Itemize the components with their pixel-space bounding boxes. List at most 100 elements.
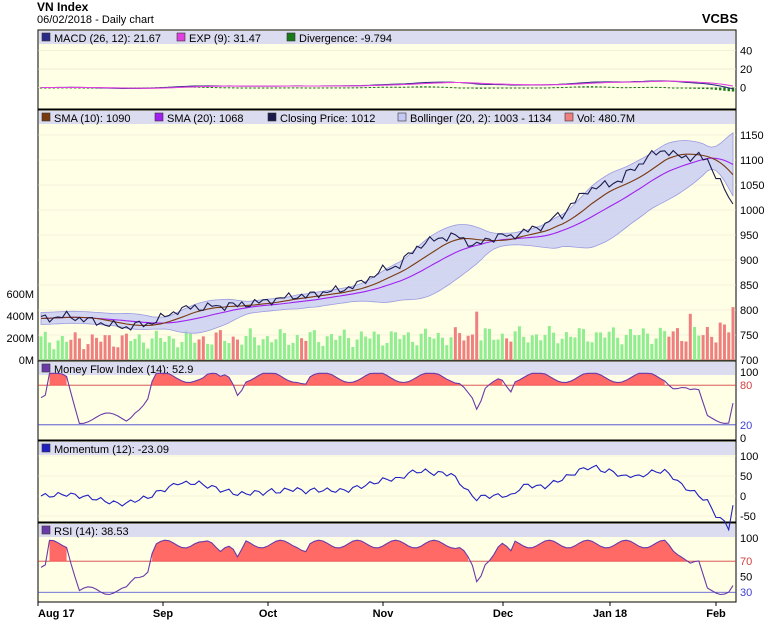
- volume-bar: [240, 344, 244, 360]
- divergence-bar: [330, 87, 333, 89]
- volume-bar: [650, 343, 654, 360]
- divergence-bar: [394, 86, 397, 88]
- volume-bar: [560, 338, 564, 360]
- divergence-bar: [471, 87, 474, 89]
- volume-bar: [235, 339, 239, 360]
- divergence-bar: [266, 87, 269, 89]
- volume-bar: [616, 337, 620, 360]
- volume-tick-label: 600M: [6, 289, 34, 301]
- volume-bar: [599, 332, 603, 360]
- macd-legend-label: Divergence: -9.794: [299, 33, 392, 45]
- volume-bar: [257, 345, 261, 360]
- volume-bar: [458, 333, 462, 360]
- divergence-bar: [355, 87, 359, 89]
- rsi-tick-label: 50: [740, 572, 752, 584]
- volume-bar: [116, 347, 120, 360]
- divergence-bar: [202, 86, 205, 88]
- volume-bar: [646, 333, 650, 360]
- volume-bar: [453, 327, 457, 360]
- divergence-bar: [548, 87, 551, 89]
- price-tick-label: 1150: [740, 130, 764, 142]
- divergence-bar: [727, 87, 730, 92]
- volume-bar: [355, 339, 359, 360]
- divergence-bar: [458, 87, 461, 89]
- divergence-bar: [625, 87, 628, 89]
- divergence-bar: [78, 87, 81, 89]
- volume-bar: [693, 327, 697, 360]
- divergence-bar: [689, 87, 692, 89]
- momentum-legend-bar: [39, 442, 735, 455]
- volume-bar: [522, 336, 526, 360]
- bollinger-band: [40, 131, 734, 334]
- rsi-tick-label: 70: [740, 556, 752, 568]
- price-tick-label: 1000: [740, 205, 764, 217]
- rsi-swatch: [41, 525, 51, 535]
- volume-bar: [628, 329, 632, 360]
- volume-bar: [581, 329, 585, 360]
- volume-bar: [107, 335, 111, 360]
- volume-bar: [667, 336, 671, 360]
- divergence-bar: [197, 86, 201, 88]
- divergence-bar: [210, 86, 214, 88]
- divergence-bar: [253, 87, 256, 89]
- volume-bar: [300, 338, 304, 360]
- divergence-bar: [646, 86, 649, 88]
- volume-bar: [718, 322, 722, 360]
- divergence-bar: [701, 87, 705, 89]
- divergence-bar: [586, 86, 589, 88]
- mfi-legend-label: Money Flow Index (14): 52.9: [54, 364, 193, 376]
- volume-bar: [65, 341, 69, 360]
- exp-line-swatch: [176, 32, 186, 42]
- macd-tick-label: 40: [740, 46, 752, 58]
- volume-bar: [291, 342, 295, 360]
- divergence-bar: [659, 86, 662, 88]
- volume-bar: [321, 345, 325, 360]
- divergence-bar: [479, 87, 483, 89]
- volume-bar: [432, 338, 436, 360]
- divergence-bar: [347, 87, 350, 89]
- volume-bar: [154, 330, 158, 360]
- divergence-bar: [232, 87, 235, 89]
- divergence-bar: [505, 87, 508, 89]
- sma10-line: [40, 153, 734, 326]
- volume-bar: [214, 332, 218, 360]
- volume-bar: [99, 341, 103, 360]
- divergence-bar: [313, 87, 316, 89]
- volume-bar: [449, 337, 453, 360]
- volume-bar: [227, 343, 231, 360]
- divergence-bar: [526, 87, 530, 89]
- volume-bar: [705, 327, 709, 360]
- volume-bar: [77, 338, 81, 360]
- divergence-bar: [642, 86, 645, 88]
- volume-bar: [406, 332, 410, 360]
- volume-tick-label: 200M: [6, 333, 34, 345]
- divergence-bar: [475, 87, 478, 89]
- volume-bar: [282, 333, 286, 360]
- volume-bar: [146, 348, 150, 360]
- divergence-bar: [595, 86, 598, 88]
- divergence-bar: [710, 87, 713, 90]
- divergence-bar: [723, 87, 726, 91]
- divergence-bar: [428, 86, 431, 88]
- volume-bar: [411, 341, 415, 360]
- divergence-bar: [249, 87, 252, 89]
- volume-bar: [308, 332, 312, 360]
- mfi-tick-label: 100: [740, 367, 758, 379]
- volume-bar: [210, 344, 214, 360]
- volume-bar: [701, 335, 705, 360]
- divergence-bar: [569, 86, 572, 88]
- divergence-bar: [501, 87, 504, 89]
- volume-bar: [684, 341, 688, 360]
- volume-bar: [611, 327, 615, 360]
- volume-bar: [218, 330, 222, 360]
- volume-bar: [295, 334, 299, 360]
- price-legend-label: Closing Price: 1012: [280, 113, 375, 125]
- volume-bar: [193, 342, 197, 360]
- volume-bar: [184, 330, 188, 360]
- divergence-bar: [560, 87, 564, 89]
- divergence-bar: [488, 87, 491, 89]
- volume-bar: [658, 327, 662, 360]
- divergence-bar: [300, 87, 303, 89]
- volume-bar: [167, 336, 171, 360]
- divergence-bar: [684, 87, 688, 89]
